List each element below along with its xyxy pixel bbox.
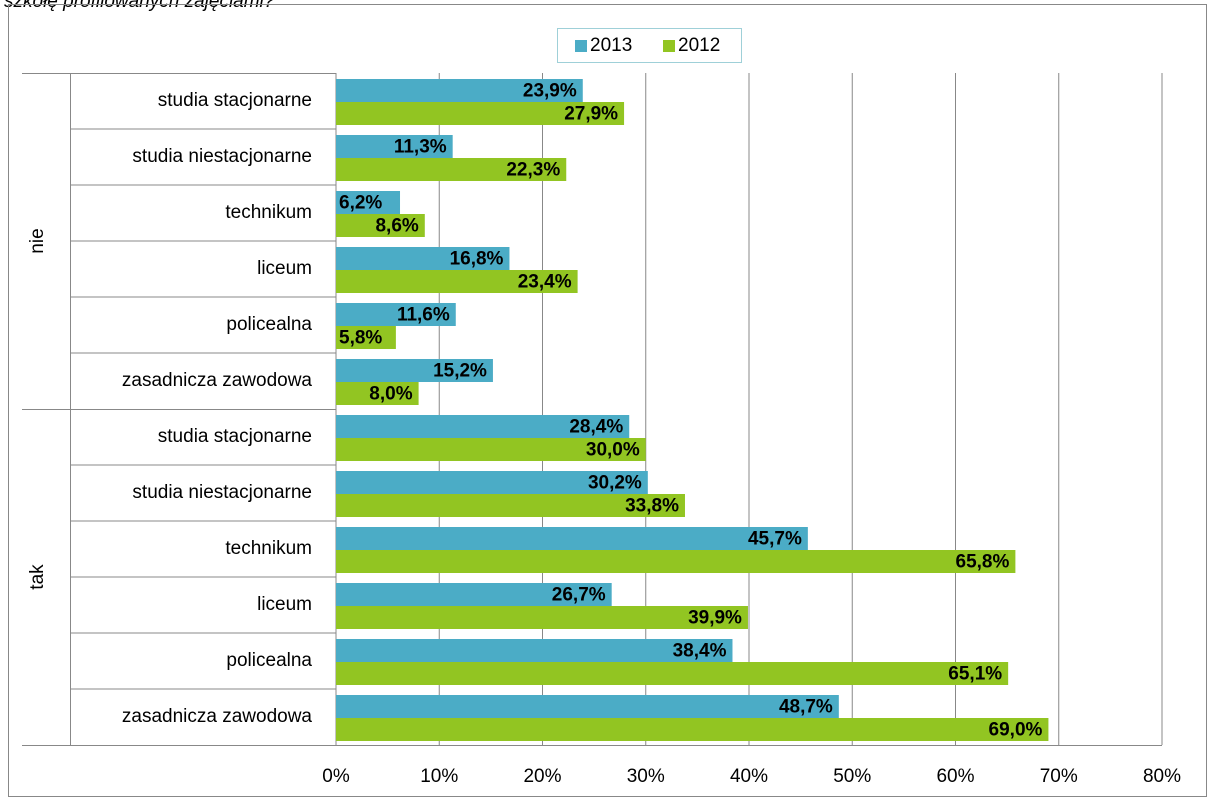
bar: [336, 527, 808, 550]
x-tick-label: 40%: [730, 766, 768, 787]
x-tick-label: 0%: [322, 766, 350, 787]
data-label: 65,1%: [948, 664, 1002, 685]
data-label: 16,8%: [450, 249, 504, 270]
bar: [336, 135, 453, 158]
y-tick-label: studia stacjonarne: [158, 426, 312, 447]
y-tick-label: zasadnicza zawodowa: [122, 370, 313, 391]
x-tick-label: 30%: [627, 766, 665, 787]
data-label: 38,4%: [673, 641, 727, 662]
x-tick-label: 10%: [420, 766, 458, 787]
bar: [336, 662, 1009, 685]
data-label: 30,0%: [586, 440, 640, 461]
bar: [336, 270, 578, 293]
data-label: 23,4%: [518, 272, 572, 293]
bar: [336, 639, 733, 662]
bar: [336, 415, 630, 438]
group-label: tak: [27, 564, 48, 590]
data-label: 15,2%: [433, 361, 487, 382]
legend-swatch: [663, 40, 675, 52]
y-tick-label: technikum: [225, 202, 312, 223]
data-label: 27,9%: [564, 104, 618, 125]
chart-title: szkołę profilowanych zajęciami?: [4, 0, 275, 12]
bar: [336, 550, 1016, 573]
data-label: 65,8%: [956, 552, 1010, 573]
bar: [336, 326, 396, 349]
y-tick-label: liceum: [257, 594, 312, 615]
legend-swatch: [575, 40, 587, 52]
bar: [336, 303, 456, 326]
data-label: 11,6%: [397, 305, 450, 326]
bar: [336, 79, 583, 102]
bar: [336, 102, 625, 125]
chart-frame: [8, 4, 1207, 797]
data-label: 8,0%: [369, 384, 412, 405]
bar: [336, 359, 493, 382]
bar: [336, 247, 510, 270]
data-label: 11,3%: [394, 137, 447, 158]
data-label: 28,4%: [569, 417, 623, 438]
legend-box: [557, 28, 742, 63]
y-tick-label: studia stacjonarne: [158, 90, 312, 111]
data-label: 48,7%: [779, 697, 833, 718]
y-tick-label: zasadnicza zawodowa: [122, 706, 313, 727]
bar: [336, 158, 567, 181]
bar: [336, 382, 419, 405]
data-label: 6,2%: [339, 193, 382, 214]
x-tick-label: 70%: [1040, 766, 1078, 787]
group-label: nie: [27, 228, 48, 253]
bar: [336, 214, 425, 237]
data-label: 39,9%: [688, 608, 742, 629]
y-tick-label: studia niestacjonarne: [132, 146, 312, 167]
data-label: 69,0%: [989, 720, 1043, 741]
bar: [336, 695, 839, 718]
bar: [336, 494, 685, 517]
data-label: 5,8%: [339, 328, 382, 349]
y-tick-label: policealna: [226, 314, 312, 335]
y-tick-label: liceum: [257, 258, 312, 279]
x-tick-label: 60%: [936, 766, 974, 787]
data-label: 33,8%: [625, 496, 679, 517]
x-tick-label: 50%: [833, 766, 871, 787]
data-label: 26,7%: [552, 585, 606, 606]
data-label: 22,3%: [506, 160, 560, 181]
y-tick-label: studia niestacjonarne: [132, 482, 312, 503]
legend-label: 2013: [590, 35, 632, 56]
x-tick-label: 20%: [523, 766, 561, 787]
data-label: 45,7%: [748, 529, 802, 550]
data-label: 30,2%: [588, 473, 642, 494]
y-tick-label: policealna: [226, 650, 312, 671]
data-label: 8,6%: [375, 216, 418, 237]
bar: [336, 471, 648, 494]
bar: [336, 606, 748, 629]
bar: [336, 583, 612, 606]
bar: [336, 718, 1049, 741]
x-tick-label: 80%: [1143, 766, 1181, 787]
y-tick-label: technikum: [225, 538, 312, 559]
bar: [336, 438, 646, 461]
bar: [336, 191, 401, 214]
legend-label: 2012: [678, 35, 720, 56]
data-label: 23,9%: [523, 81, 577, 102]
